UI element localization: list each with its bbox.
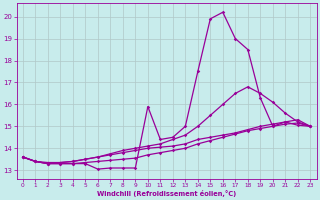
X-axis label: Windchill (Refroidissement éolien,°C): Windchill (Refroidissement éolien,°C) xyxy=(97,190,236,197)
